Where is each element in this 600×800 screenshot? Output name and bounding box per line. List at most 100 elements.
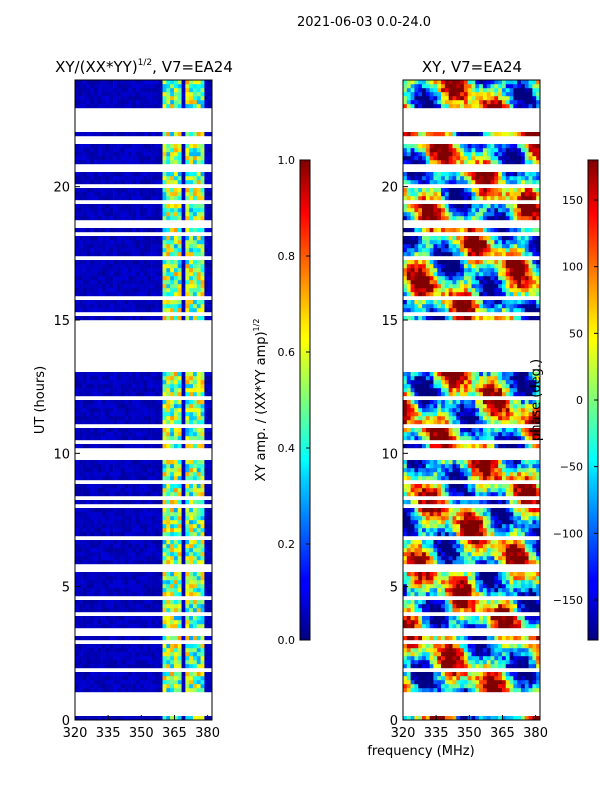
amp-img-cell [196,260,201,265]
amp-img-cell [147,520,152,525]
amp-img-cell [109,508,114,513]
amp-img-cell [192,624,198,629]
ph-img-cell [429,548,434,553]
amp-img-cell [162,96,167,101]
amp-img-cell [120,488,125,493]
amp-img-cell [162,416,167,421]
amp-img-cell [170,288,175,293]
amp-img-cell [162,444,167,449]
amp-img-cell [196,208,201,213]
amp-img-cell [151,264,156,269]
amp-img-cell [189,148,194,153]
amp-img-cell [105,84,110,89]
amp-img-cell [105,592,110,597]
amp-img-cell [109,268,114,273]
amp-img-cell [162,488,167,493]
amp-img-cell [170,616,175,621]
amp-img-cell [139,292,144,297]
ph-img-cell [433,540,438,545]
amp-img-cell [204,528,209,533]
amp-img-cell [101,148,106,153]
amp-img-cell [162,608,167,613]
amp-img-cell [208,624,213,629]
amp-img-cell [181,468,186,473]
amp-img-cell [192,492,198,497]
amp-img-cell [132,464,137,469]
amp-img-cell [185,88,190,93]
amp-img-cell [192,476,198,481]
ph-img-cell [509,680,514,685]
ph-img-cell [479,620,484,625]
amp-img-cell [196,384,201,389]
ph-img-cell [441,660,446,665]
amp-img-cell [158,648,163,653]
amp-img-cell [139,180,144,185]
amp-img-cell [185,592,190,597]
ph-img-cell [479,652,484,657]
amp-img-cell [208,616,213,621]
amp-img-cell [97,304,102,309]
amp-img-cell [200,260,205,265]
ph-img-cell [532,560,537,565]
ph-img-cell [414,600,419,605]
amp-img-cell [120,196,125,201]
amp-img-cell [143,408,148,413]
amp-img-cell [139,400,144,405]
amp-img-cell [113,672,118,677]
ph-img-cell [422,576,427,581]
ph-img-cell [463,644,468,649]
amp-img-cell [166,552,171,557]
ph-img-cell [486,588,491,593]
ph-img-cell [429,528,434,533]
amp-img-cell [139,660,144,665]
ph-img-cell [524,588,529,593]
amp-img-cell [124,276,129,281]
amp-img-cell [86,516,91,521]
amp-img-cell [132,176,137,181]
amp-img-cell [109,212,114,217]
amp-img-cell [162,620,167,625]
amp-img-cell [166,240,171,245]
amp-img-cell [143,516,148,521]
amp-img-cell [116,648,121,653]
amp-img-cell [200,388,205,393]
ph-img-cell [437,616,442,621]
ph-img-cell [418,576,423,581]
amp-img-cell [97,260,102,265]
amp-img-cell [97,468,102,473]
amp-img-cell [166,276,171,281]
ph-img-cell [505,680,510,685]
amp-img-cell [109,144,114,149]
amp-img-cell [196,100,201,105]
ph-img-cell [494,644,499,649]
amp-img-cell [132,216,137,221]
ph-img-cell [505,684,510,689]
ph-img-cell [513,648,518,653]
amp-img-cell [82,180,87,185]
amp-img-cell [200,376,205,381]
ph-img-cell [528,664,533,669]
amp-img-cell [75,588,80,593]
amp-img-cell [189,444,194,449]
ph-img-cell [425,588,430,593]
ph-img-cell [479,680,484,685]
amp-img-cell [139,412,144,417]
amp-img-cell [208,520,213,525]
amp-img-cell [86,588,91,593]
amp-img-cell [128,464,133,469]
amp-img-cell [139,676,144,681]
amp-img-cell [196,644,201,649]
amp-img-cell [82,428,87,433]
ph-img-cell [513,636,518,641]
ph-img-cell [501,636,507,641]
amp-img-cell [192,420,198,425]
amp-img-cell [177,600,182,605]
ph-img-cell [418,676,423,681]
amp-img-cell [78,676,83,681]
amp-img-cell [109,684,114,689]
ph-img-cell [498,616,503,621]
amp-img-cell [135,436,140,441]
amp-img-cell [151,172,156,177]
amp-img-cell [143,544,148,549]
amp-img-cell [78,432,83,437]
